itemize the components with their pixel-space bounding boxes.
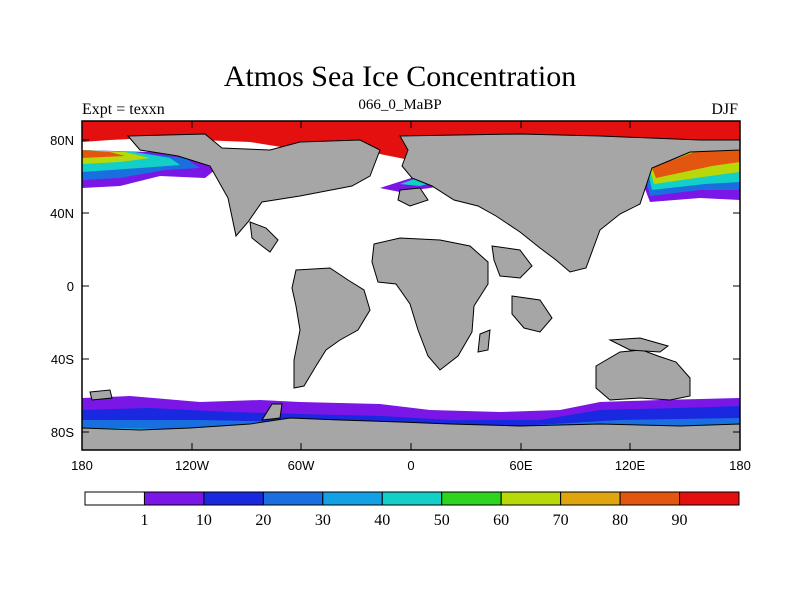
land-antarctic-peninsula — [261, 403, 283, 421]
lon-label-180-left: 180 — [71, 458, 93, 473]
land-masses — [82, 133, 740, 450]
map-title: Atmos Sea Ice Concentration — [223, 60, 577, 93]
colorbar-label: 40 — [374, 512, 390, 529]
colorbar-swatch — [560, 491, 621, 506]
colorbar-label: 70 — [553, 512, 569, 529]
colorbar-label: 1 — [140, 512, 148, 529]
lat-label-80s: 80S — [51, 425, 74, 440]
colorbar-swatch — [679, 491, 740, 506]
land-antarctica — [82, 417, 740, 450]
colorbar: 1 10 20 30 40 50 60 70 80 90 — [84, 491, 740, 529]
colorbar-swatch — [262, 491, 324, 506]
lat-axis: 80N 40N 0 40S 80S — [50, 133, 740, 440]
land-arabia — [491, 245, 533, 279]
land-south-america — [291, 267, 371, 389]
map-layers — [82, 121, 740, 450]
north-east-ice-bands — [640, 146, 740, 202]
ice-band-orange — [652, 146, 740, 178]
land-island-pacific — [89, 389, 113, 401]
land-new-guinea — [608, 337, 670, 353]
colorbar-swatch — [619, 491, 681, 506]
colorbar-label: 50 — [434, 512, 450, 529]
colorbar-label: 80 — [612, 512, 628, 529]
colorbar-label: 20 — [255, 512, 271, 529]
lat-label-80n: 80N — [50, 133, 74, 148]
experiment-label: Expt = texxn — [82, 101, 165, 118]
colorbar-label: 90 — [672, 512, 688, 529]
land-madagascar — [477, 329, 491, 353]
time-label: 066_0_MaBP — [358, 97, 442, 113]
lon-label-180-right: 180 — [729, 458, 751, 473]
lon-label-120w: 120W — [175, 458, 210, 473]
colorbar-swatch — [143, 491, 205, 506]
season-label: DJF — [711, 101, 738, 118]
lon-label-120e: 120E — [615, 458, 646, 473]
colorbar-label: 10 — [196, 512, 212, 529]
lat-label-0: 0 — [67, 279, 74, 294]
land-europe-west — [397, 187, 429, 207]
colorbar-swatch — [500, 491, 562, 506]
colorbar-label: 30 — [315, 512, 331, 529]
land-africa — [371, 237, 489, 371]
land-north-america — [126, 133, 381, 238]
north-pacific-ice-bands — [82, 150, 215, 188]
lon-label-0: 0 — [407, 458, 414, 473]
lon-label-60e: 60E — [509, 458, 532, 473]
colorbar-swatch — [441, 491, 502, 506]
lon-axis: 180 120W 60W 0 60E 120E 180 — [71, 121, 751, 473]
lon-label-60w: 60W — [288, 458, 315, 473]
colorbar-swatch — [322, 491, 383, 506]
land-central-america — [249, 221, 279, 253]
colorbar-label: 60 — [493, 512, 509, 529]
colorbar-swatch — [381, 491, 443, 506]
land-india — [511, 295, 553, 333]
lat-label-40s: 40S — [51, 352, 74, 367]
colorbar-swatch — [203, 491, 264, 506]
lat-label-40n: 40N — [50, 206, 74, 221]
colorbar-swatch — [84, 491, 145, 506]
ice-band-orange — [82, 150, 125, 158]
